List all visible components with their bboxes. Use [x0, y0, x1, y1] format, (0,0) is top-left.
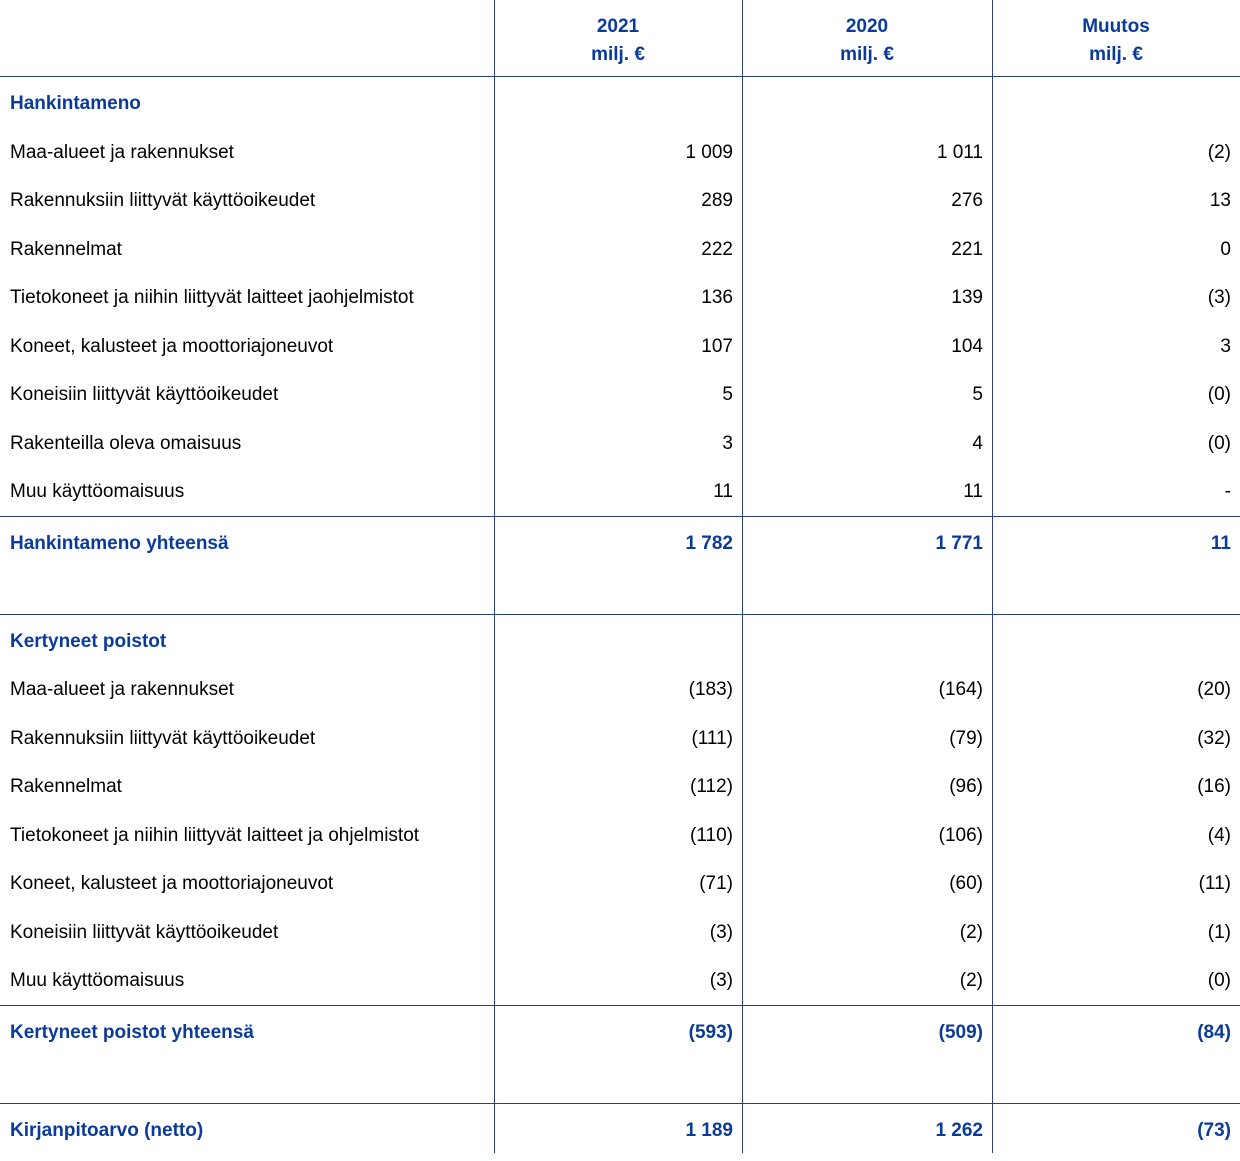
column-rule: [992, 0, 993, 1153]
rule: [0, 1102, 1240, 1104]
row-value: 276: [951, 190, 983, 211]
row-label: Maa-alueet ja rakennukset: [10, 141, 234, 163]
total-value: 1 771: [935, 532, 983, 554]
row-value: (20): [1197, 679, 1231, 700]
column-year: 2020: [845, 16, 889, 37]
row-value: (1): [1207, 921, 1231, 943]
rule: [0, 515, 1240, 517]
row-value: (4): [1207, 824, 1231, 846]
row-value: (0): [1207, 384, 1231, 405]
row-value: 221: [951, 238, 983, 260]
row-value: 107: [701, 335, 733, 357]
net-value: 1 262: [935, 1119, 983, 1141]
row-label: Koneet, kalusteet ja moottoriajoneuvot: [10, 335, 334, 357]
row-value: 5: [722, 384, 733, 405]
row-label: Rakenteilla oleva omaisuus: [10, 432, 242, 454]
row-value: 11: [963, 481, 983, 502]
rule: [0, 613, 1240, 615]
total-value: 11: [1210, 532, 1231, 554]
total-value: 1 782: [685, 532, 733, 554]
row-value: (3): [709, 970, 733, 991]
section-title: Hankintameno: [10, 93, 141, 114]
row-value: (96): [949, 776, 983, 797]
row-value: (2): [959, 921, 983, 943]
net-value: 1 189: [685, 1119, 733, 1141]
total-value: (84): [1197, 1021, 1231, 1043]
row-label: Muu käyttöomaisuus: [10, 970, 185, 991]
row-label: Rakennelmat: [10, 776, 122, 797]
row-value: 3: [722, 432, 733, 454]
row-label: Rakennuksiin liittyvät käyttöoikeudet: [10, 190, 316, 211]
row-label: Maa-alueet ja rakennukset: [10, 679, 234, 700]
row-value: 13: [1209, 190, 1231, 211]
row-value: (16): [1197, 776, 1231, 797]
row-value: (2): [1207, 141, 1231, 163]
column-rule: [742, 0, 743, 1153]
row-value: 11: [713, 481, 733, 502]
row-value: (3): [709, 921, 733, 943]
row-label: Tietokoneet ja niihin liittyvät laitteet…: [10, 287, 414, 308]
row-label: Tietokoneet ja niihin liittyvät laitteet…: [10, 824, 420, 846]
row-value: (106): [938, 824, 983, 846]
row-value: (112): [690, 776, 733, 797]
row-value: 0: [1220, 238, 1231, 260]
row-value: (3): [1207, 287, 1231, 308]
row-value: 4: [972, 432, 983, 454]
row-value: (79): [949, 727, 983, 749]
rule: [0, 76, 1240, 77]
row-label: Rakennelmat: [10, 238, 122, 260]
row-label: Koneisiin liittyvät käyttöoikeudet: [10, 921, 279, 943]
row-value: 136: [701, 287, 733, 308]
total-label: Kertyneet poistot yhteensä: [10, 1021, 254, 1043]
row-value: 1 011: [936, 141, 983, 163]
net-value: (73): [1197, 1119, 1231, 1141]
row-value: 5: [972, 384, 983, 405]
row-value: 222: [701, 238, 733, 260]
row-value: (183): [688, 679, 733, 700]
row-label: Rakennuksiin liittyvät käyttöoikeudet: [10, 727, 316, 749]
row-label: Koneet, kalusteet ja moottoriajoneuvot: [10, 873, 334, 894]
row-label: Koneisiin liittyvät käyttöoikeudet: [10, 384, 279, 405]
column-year: 2021: [596, 16, 640, 37]
row-value: (32): [1197, 727, 1231, 749]
column-unit: milj. €: [840, 44, 894, 65]
column-year: Muutos: [1082, 16, 1150, 37]
net-label: Kirjanpitoarvo (netto): [10, 1119, 204, 1141]
row-value: 289: [701, 190, 733, 211]
column-rule: [494, 0, 495, 1153]
row-value: 1 009: [685, 141, 733, 163]
column-unit: milj. €: [1089, 44, 1143, 65]
row-value: 3: [1220, 335, 1231, 357]
row-value: 139: [951, 287, 983, 308]
row-value: (111): [691, 727, 733, 749]
total-label: Hankintameno yhteensä: [10, 532, 229, 554]
row-value: (71): [699, 873, 733, 894]
row-value: (60): [949, 873, 983, 894]
section-title: Kertyneet poistot: [10, 630, 167, 652]
row-value: 104: [951, 335, 983, 357]
column-unit: milj. €: [591, 44, 645, 65]
row-value: (2): [959, 970, 983, 991]
total-value: (509): [938, 1021, 983, 1043]
row-value: (11): [1198, 873, 1231, 894]
rule: [0, 1004, 1240, 1006]
row-value: (164): [938, 679, 983, 700]
row-value: (0): [1207, 970, 1231, 991]
total-value: (593): [688, 1021, 733, 1043]
row-value: -: [1224, 481, 1231, 502]
row-label: Muu käyttöomaisuus: [10, 481, 185, 502]
row-value: (110): [690, 824, 733, 846]
row-value: (0): [1207, 432, 1231, 454]
